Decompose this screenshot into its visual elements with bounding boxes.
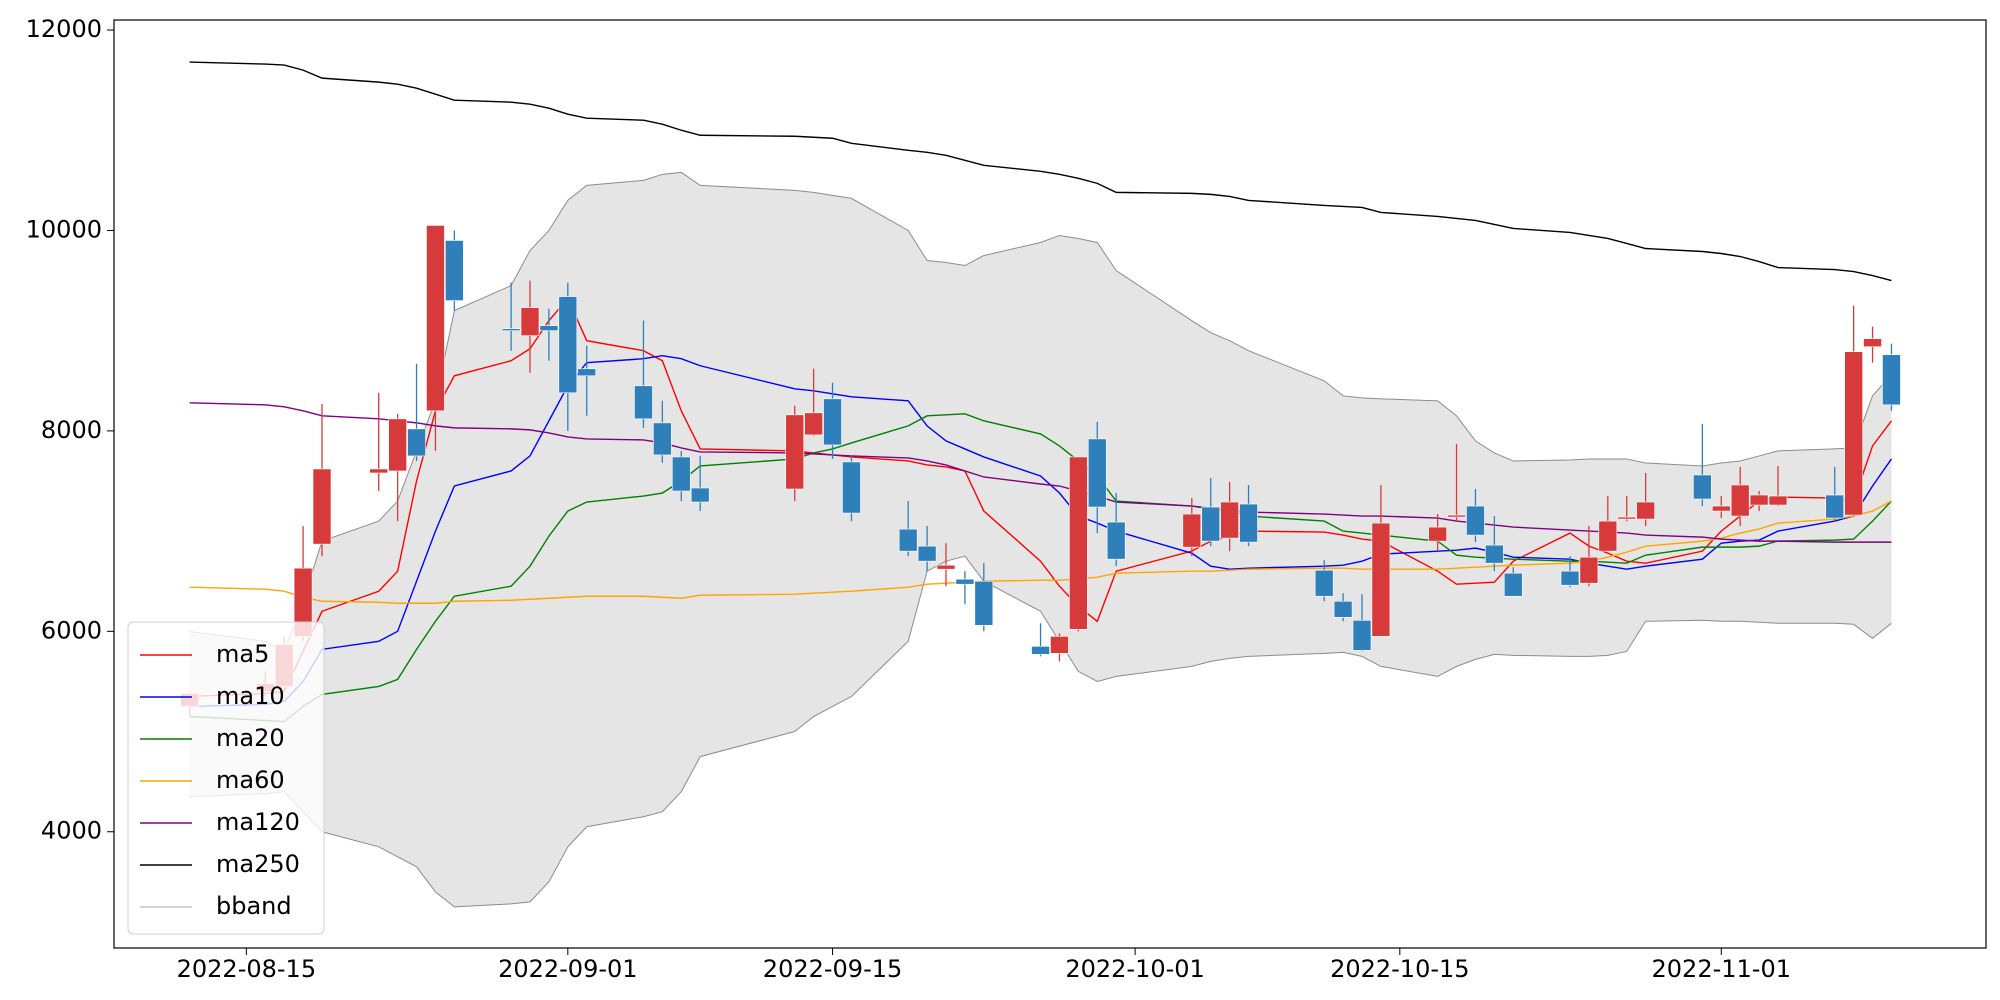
candle-body (407, 428, 426, 457)
candle-body (1182, 513, 1202, 548)
plot-frame (113, 19, 1987, 949)
ma-line (189, 402, 1892, 543)
candle-body (1579, 556, 1599, 584)
x-tick-label: 2022-10-01 (1065, 955, 1204, 983)
y-tick-label: 12000 (26, 15, 102, 43)
candle-body (577, 368, 597, 377)
candle-body (1636, 501, 1655, 520)
ma-line (189, 500, 1892, 604)
candle-body (520, 307, 540, 336)
y-tick-label: 6000 (41, 616, 102, 644)
candle-body (1050, 636, 1069, 654)
candle-body (1882, 354, 1901, 406)
legend-label: ma60 (216, 766, 285, 794)
y-tick-label: 4000 (41, 817, 102, 845)
candle-body (1693, 474, 1712, 500)
candle-body (804, 412, 823, 436)
candle-body (1447, 514, 1466, 518)
candle-body (1201, 506, 1221, 542)
candle-body (1825, 494, 1845, 519)
candle-body (1768, 495, 1788, 506)
candle-body (312, 468, 332, 545)
candle-body (974, 580, 994, 626)
candle-body (653, 422, 672, 456)
legend-label: ma5 (216, 640, 269, 668)
y-tick-label: 10000 (26, 215, 102, 243)
candle-body (936, 564, 956, 570)
candle-body (369, 468, 389, 474)
candle-body (1844, 351, 1863, 516)
candle-body (898, 528, 918, 552)
legend-label: bband (216, 892, 292, 920)
candle-body (823, 398, 842, 446)
candle-body (634, 385, 653, 420)
candle-body (1485, 544, 1504, 564)
bband-fill (189, 172, 1892, 907)
legend-label: ma250 (216, 850, 300, 878)
candle-body (1711, 505, 1731, 512)
candle-body (1428, 526, 1447, 542)
candle-body (1730, 484, 1750, 517)
candle-body (426, 225, 445, 412)
candle-body (1031, 646, 1050, 655)
candle-body (388, 418, 407, 472)
candle-body (1333, 600, 1353, 618)
candle-body (558, 296, 578, 394)
ma-line (189, 355, 1893, 708)
ma-line (189, 61, 1892, 282)
candle-body (501, 328, 521, 331)
y-tick-label: 8000 (41, 416, 102, 444)
candle-body (1863, 338, 1882, 348)
candle-body (539, 325, 559, 331)
candle-body (1314, 569, 1334, 597)
bband-line (189, 555, 1892, 908)
x-tick-label: 2022-11-01 (1652, 955, 1791, 983)
candle-body (1371, 522, 1391, 637)
candle-body (1466, 505, 1485, 536)
candle-body (955, 578, 975, 585)
candle-body (1239, 503, 1258, 543)
candle-body (1749, 494, 1769, 506)
candle-body (1106, 521, 1126, 560)
candle-body (690, 487, 710, 503)
candle-body (1220, 501, 1239, 539)
candle-body (1352, 619, 1372, 651)
candle-body (1069, 456, 1088, 630)
bband-line (189, 171, 1892, 653)
legend-box (127, 621, 325, 935)
legend-label: ma10 (216, 682, 285, 710)
candle-body (1560, 570, 1580, 586)
legend: ma5 ma10 ma20 ma60 ma120 ma250 bband (127, 621, 325, 935)
candle-body (1617, 516, 1637, 520)
candle-body (917, 545, 937, 562)
candle-body (671, 456, 691, 492)
candle-body (842, 461, 861, 514)
candle-body (1598, 520, 1618, 552)
ma-line (189, 413, 1892, 723)
candle-body (1087, 438, 1107, 508)
x-tick-label: 2022-09-01 (498, 955, 637, 983)
legend-label: ma20 (216, 724, 285, 752)
x-tick-label: 2022-08-15 (177, 955, 316, 983)
x-tick-label: 2022-09-15 (763, 955, 902, 983)
candle-body (1503, 572, 1523, 597)
candle-body (785, 414, 805, 490)
candle-body (445, 240, 464, 301)
x-tick-label: 2022-10-15 (1330, 955, 1469, 983)
legend-label: ma120 (216, 808, 300, 836)
